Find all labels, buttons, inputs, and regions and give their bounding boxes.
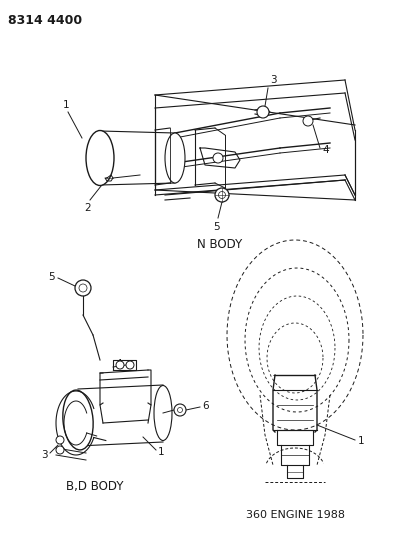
Text: 2: 2 (85, 203, 91, 213)
Text: 1: 1 (158, 447, 165, 457)
Text: 1: 1 (358, 436, 365, 446)
Text: N BODY: N BODY (198, 238, 243, 251)
Ellipse shape (154, 385, 172, 440)
Text: 8314 4400: 8314 4400 (8, 14, 82, 27)
Circle shape (116, 361, 124, 369)
Ellipse shape (63, 390, 93, 450)
Ellipse shape (165, 133, 185, 183)
Circle shape (215, 188, 229, 202)
Ellipse shape (86, 131, 114, 185)
Circle shape (75, 280, 91, 296)
Circle shape (303, 116, 313, 126)
Circle shape (126, 361, 134, 369)
Text: 4: 4 (115, 359, 122, 369)
Text: 4: 4 (322, 145, 329, 155)
Text: 5: 5 (48, 272, 55, 282)
Text: 3: 3 (41, 450, 48, 460)
Circle shape (257, 106, 269, 118)
Text: 1: 1 (63, 100, 69, 110)
Text: 6: 6 (202, 401, 209, 411)
Circle shape (174, 404, 186, 416)
Circle shape (56, 446, 64, 454)
Text: 360 ENGINE 1988: 360 ENGINE 1988 (245, 510, 344, 520)
Text: B,D BODY: B,D BODY (66, 480, 124, 493)
Text: 5: 5 (213, 222, 219, 232)
Circle shape (56, 436, 64, 444)
Circle shape (219, 191, 225, 198)
Circle shape (213, 153, 223, 163)
Text: 3: 3 (270, 75, 277, 85)
Circle shape (178, 408, 182, 413)
Circle shape (79, 284, 87, 292)
